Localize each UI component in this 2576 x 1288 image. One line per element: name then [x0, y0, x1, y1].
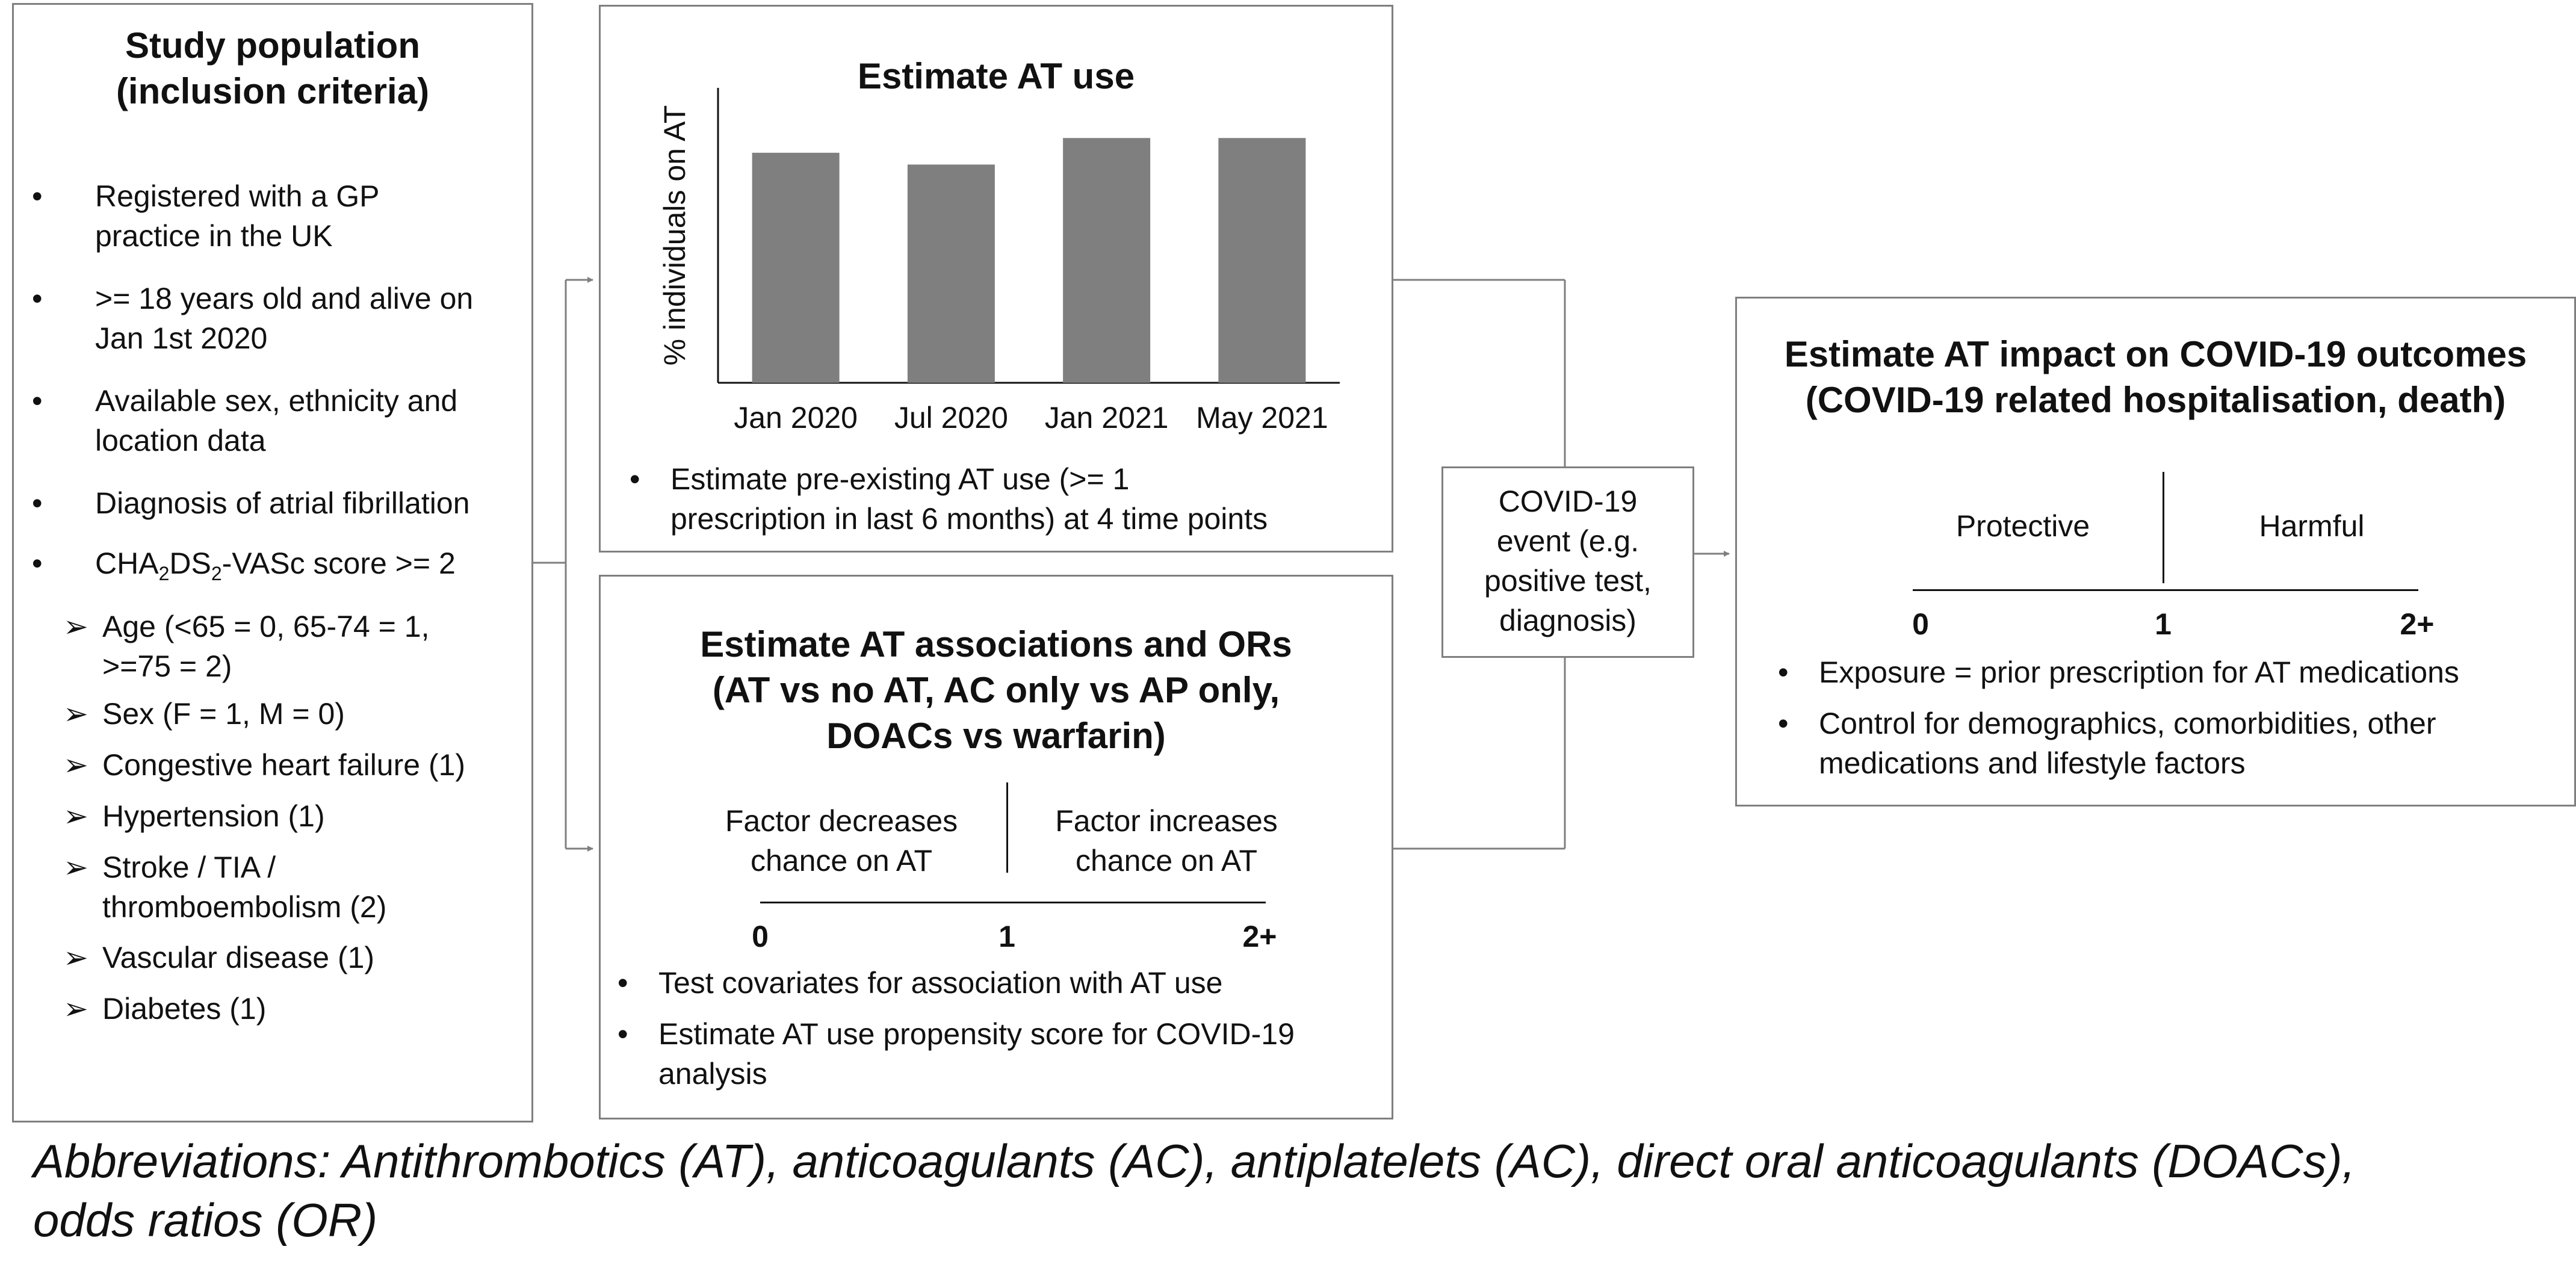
score-sub-1: 2 [158, 563, 170, 584]
study-population-title: Study population (inclusion criteria) [14, 23, 531, 114]
factor-decreases-label: Factor decreases chance on AT [706, 801, 977, 881]
criterion-text-line2: location data [95, 424, 266, 457]
bullet-icon: • [32, 486, 43, 520]
abbreviations-footnote: Abbreviations: Antithrombotics (AT), ant… [33, 1132, 2531, 1249]
arrow-bullet-icon: ➢ [63, 697, 88, 731]
score-sub-2: 2 [211, 563, 222, 584]
bar-jul-2020 [907, 164, 995, 383]
at-use-panel: Estimate AT use % individuals on AT Jan 2… [599, 5, 1393, 553]
impact-scale-tick-2plus: 2+ [2400, 607, 2435, 641]
impact-scale-tick-1: 1 [2155, 607, 2172, 641]
score-text-post: -VASc score >= 2 [221, 546, 456, 580]
bullet-icon: • [1778, 655, 1789, 689]
x-tick-label: Jul 2020 [894, 401, 1008, 435]
component-text-line1: Vascular disease (1) [102, 941, 375, 974]
study-population-panel: Study population (inclusion criteria) • … [12, 3, 533, 1122]
factor-decreases-line1: Factor decreases [725, 804, 958, 838]
associations-title-line1: Estimate AT associations and ORs [700, 624, 1292, 664]
y-axis-label: % individuals on AT [658, 105, 692, 366]
harmful-label: Harmful [2259, 509, 2365, 543]
associations-panel: Estimate AT associations and ORs (AT vs … [599, 575, 1393, 1119]
arrow-bullet-icon: ➢ [63, 610, 88, 643]
impact-bullet-2-line2: medications and lifestyle factors [1819, 746, 2246, 780]
or-scale-tick-0: 0 [752, 920, 769, 953]
covid-event-box: COVID-19 event (e.g. positive test, diag… [1441, 466, 1694, 658]
associations-bullet-1-line1: Test covariates for association with AT … [658, 966, 1223, 1000]
impact-panel: Estimate AT impact on COVID-19 outcomes … [1735, 297, 2576, 807]
covid-event-line1: COVID-19 [1498, 485, 1638, 518]
associations-title: Estimate AT associations and ORs (AT vs … [601, 622, 1392, 759]
component-text-line1: Congestive heart failure (1) [102, 748, 466, 782]
score-text-mid: DS [169, 546, 211, 580]
component-text-line1: Sex (F = 1, M = 0) [102, 697, 345, 731]
criterion-text-line1: Diagnosis of atrial fibrillation [95, 486, 470, 520]
bullet-icon: • [618, 966, 628, 1000]
arrow-bullet-icon: ➢ [63, 799, 88, 833]
or-scale-vertical-divider [1006, 782, 1008, 873]
factor-decreases-line2: chance on AT [750, 844, 933, 878]
arrow-bullet-icon: ➢ [63, 850, 88, 884]
bullet-icon: • [32, 546, 43, 580]
x-tick-label: Jan 2021 [1045, 401, 1169, 435]
component-text-line1: Age (<65 = 0, 65-74 = 1, [102, 610, 430, 643]
bullet-icon: • [1778, 707, 1789, 740]
bullet-icon: • [618, 1017, 628, 1051]
component-text-line1: Hypertension (1) [102, 799, 325, 833]
impact-title-line1: Estimate AT impact on COVID-19 outcomes [1784, 334, 2527, 374]
score-text-pre: CHA [95, 546, 159, 580]
component-text-line1: Diabetes (1) [102, 992, 267, 1026]
bar-jan-2020 [752, 152, 840, 383]
criterion-text-line2: Jan 1st 2020 [95, 321, 268, 355]
factor-increases-label: Factor increases chance on AT [1025, 801, 1308, 881]
study-population-title-line1: Study population [125, 25, 420, 66]
arrow-bullet-icon: ➢ [63, 941, 88, 974]
bar-may-2021 [1218, 138, 1306, 383]
associations-bullet-2-line2: analysis [658, 1057, 767, 1091]
bullet-icon: • [630, 462, 640, 496]
impact-bullet-2-line1: Control for demographics, comorbidities,… [1819, 707, 2436, 740]
criterion-text-line2: practice in the UK [95, 219, 333, 253]
associations-bullet-2-line1: Estimate AT use propensity score for COV… [658, 1017, 1295, 1051]
x-tick-label: May 2021 [1196, 401, 1328, 435]
covid-event-line3: positive test, [1484, 564, 1652, 598]
covid-event-line2: event (e.g. [1496, 524, 1639, 558]
at-use-bullet-line1: Estimate pre-existing AT use (>= 1 [670, 462, 1130, 496]
covid-event-line4: diagnosis) [1499, 604, 1636, 637]
at-use-title: Estimate AT use [857, 56, 1135, 96]
component-text-line2: thromboembolism (2) [102, 890, 387, 924]
or-scale-tick-2plus: 2+ [1242, 920, 1277, 953]
component-text-line2: >=75 = 2) [102, 649, 232, 683]
criterion-text-line1: Available sex, ethnicity and [95, 384, 458, 418]
impact-scale-vertical-divider [2163, 472, 2164, 583]
factor-increases-line1: Factor increases [1055, 804, 1278, 838]
abbreviations-line2: odds ratios (OR) [33, 1194, 378, 1246]
abbreviations-line1: Abbreviations: Antithrombotics (AT), ant… [33, 1135, 2356, 1187]
associations-title-line2: (AT vs no AT, AC only vs AP only, [712, 670, 1280, 710]
impact-title: Estimate AT impact on COVID-19 outcomes … [1737, 332, 2574, 423]
bullet-icon: • [32, 179, 43, 213]
associations-title-line3: DOACs vs warfarin) [826, 716, 1166, 756]
or-scale-tick-1: 1 [999, 920, 1015, 953]
criterion-text-line1: >= 18 years old and alive on [95, 282, 474, 315]
criterion-text-line1: Registered with a GP [95, 179, 380, 213]
bullet-icon: • [32, 384, 43, 418]
bullet-icon: • [32, 282, 43, 315]
x-tick-label: Jan 2020 [734, 401, 858, 435]
component-text-line1: Stroke / TIA / [102, 850, 276, 884]
impact-scale-tick-0: 0 [1912, 607, 1929, 641]
factor-increases-line2: chance on AT [1075, 844, 1258, 878]
or-scale-axis-line [760, 902, 1266, 903]
at-use-bar-chart: % individuals on AT Jan 2020 Jul 2020 Jan 2… [658, 88, 1340, 435]
arrow-bullet-icon: ➢ [63, 748, 88, 782]
impact-bullet-1-line1: Exposure = prior prescription for AT med… [1819, 655, 2459, 689]
arrow-bullet-icon: ➢ [63, 992, 88, 1026]
protective-label: Protective [1955, 509, 2090, 543]
bar-jan-2021 [1063, 138, 1151, 383]
impact-scale-axis-line [1913, 589, 2418, 591]
study-population-title-line2: (inclusion criteria) [116, 71, 430, 111]
at-use-bullet-line2: prescription in last 6 months) at 4 time… [670, 502, 1268, 536]
impact-title-line2: (COVID-19 related hospitalisation, death… [1805, 380, 2506, 420]
